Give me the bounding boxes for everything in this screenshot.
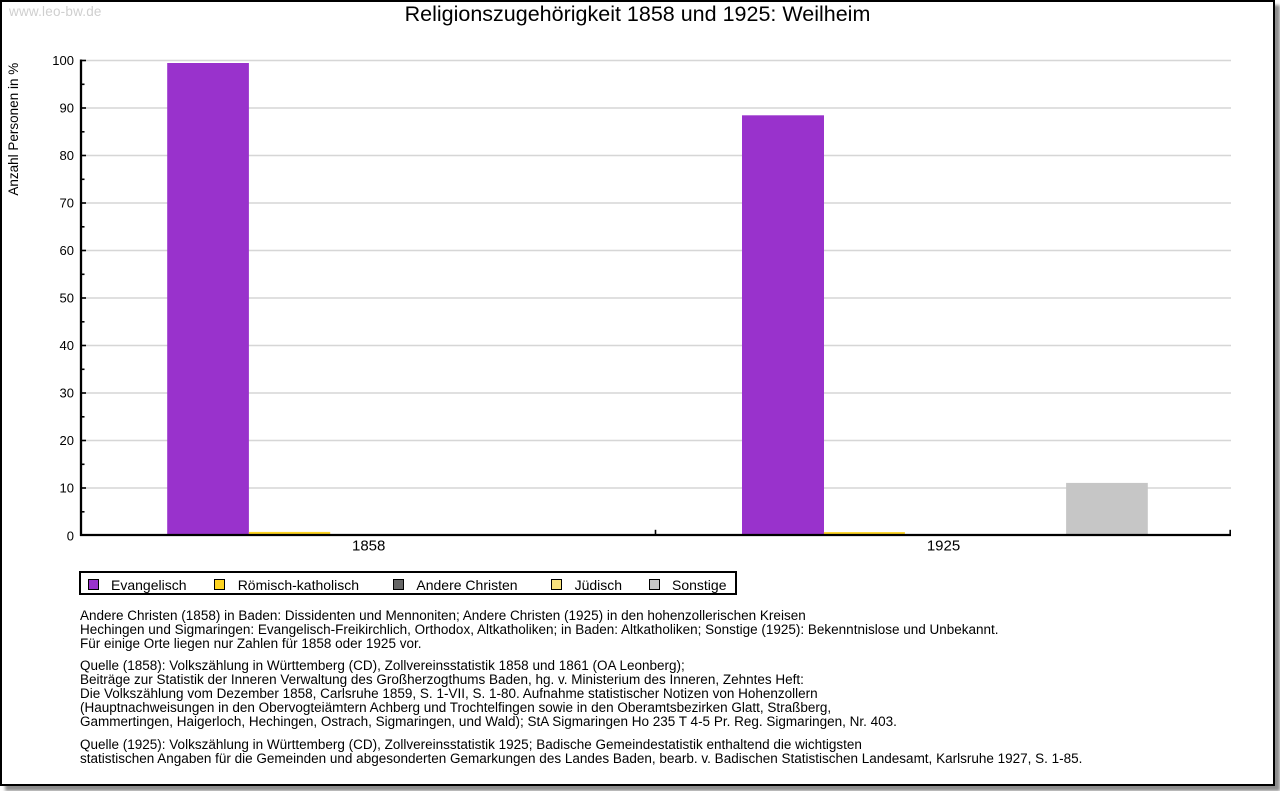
- svg-text:1858: 1858: [352, 538, 385, 555]
- svg-text:Anzahl Personen in %: Anzahl Personen in %: [6, 63, 21, 196]
- svg-text:0: 0: [67, 529, 74, 544]
- svg-text:30: 30: [60, 386, 74, 401]
- svg-text:1925: 1925: [927, 538, 960, 555]
- svg-text:10: 10: [60, 481, 74, 496]
- svg-text:80: 80: [60, 148, 74, 163]
- svg-text:40: 40: [60, 338, 74, 353]
- svg-text:60: 60: [60, 243, 74, 258]
- svg-text:20: 20: [60, 433, 74, 448]
- svg-text:90: 90: [60, 101, 74, 116]
- svg-text:100: 100: [52, 53, 74, 68]
- svg-text:50: 50: [60, 291, 74, 306]
- svg-text:70: 70: [60, 196, 74, 211]
